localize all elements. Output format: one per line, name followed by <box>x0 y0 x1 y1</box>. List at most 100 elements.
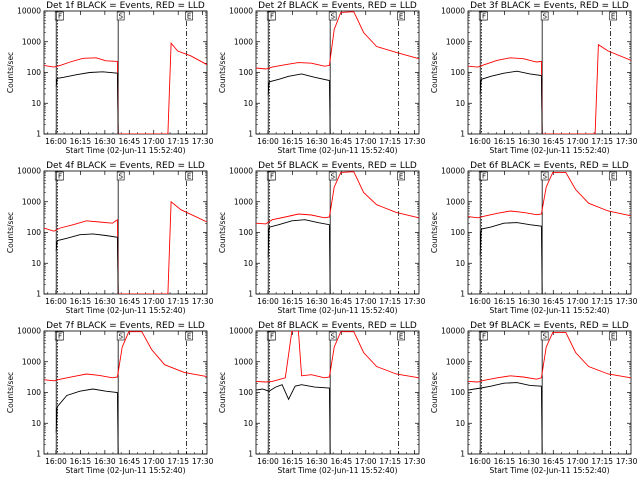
y-tick-label: 10000 <box>17 167 41 176</box>
y-tick-label: 10 <box>243 259 253 268</box>
events-series-line <box>267 73 331 134</box>
marker-flag-label: F <box>482 173 486 181</box>
marker-flag-label: E <box>187 333 191 341</box>
x-tick-label: 17:15 <box>591 137 613 146</box>
panel-title: Det 8f BLACK = Events, RED = LLD <box>258 321 417 331</box>
x-axis-label: Start Time (02-Jun-11 15:52:40) <box>278 466 398 475</box>
lld-series-line <box>468 43 631 134</box>
y-tick-label: 100 <box>239 388 254 397</box>
marker-flag-label: F <box>482 13 486 21</box>
x-tick-label: 16:45 <box>330 457 352 466</box>
x-tick-label: 17:00 <box>143 297 165 306</box>
events-series-line <box>479 70 543 134</box>
marker-flag-label: S <box>118 333 123 341</box>
y-tick-label: 10 <box>455 99 465 108</box>
y-tick-label: 1 <box>460 290 465 299</box>
plot-frame <box>467 10 632 135</box>
y-tick-label: 1000 <box>234 357 253 366</box>
marker-flag-box <box>540 331 549 341</box>
marker-flag-label: E <box>611 13 615 21</box>
panel-title: Det 3f BLACK = Events, RED = LLD <box>470 1 629 11</box>
panel-det-8f: Det 8f BLACK = Events, RED = LLD 1 10 100 10… <box>218 321 426 475</box>
x-tick-label: 16:00 <box>469 457 491 466</box>
marker-flag-label: S <box>542 173 547 181</box>
marker-flag-box <box>185 11 193 21</box>
marker-flag-label: E <box>187 173 191 181</box>
y-tick-label: 100 <box>239 228 254 237</box>
y-tick-label: 100 <box>451 228 466 237</box>
panel-det-3f: Det 3f BLACK = Events, RED = LLD 1 10 100 10… <box>430 1 638 155</box>
y-tick-label: 100 <box>27 388 42 397</box>
x-tick-label: 16:45 <box>542 297 564 306</box>
y-tick-label: 10 <box>455 419 465 428</box>
events-series-line <box>468 382 543 454</box>
x-axis-label: Start Time (02-Jun-11 15:52:40) <box>66 466 186 475</box>
y-tick-label: 10000 <box>229 167 253 176</box>
y-tick-label: 1 <box>460 450 465 459</box>
marker-flag-label: S <box>118 13 123 21</box>
x-tick-label: 16:15 <box>70 137 92 146</box>
marker-flag-box <box>480 171 488 181</box>
x-tick-label: 16:15 <box>494 137 516 146</box>
marker-flag-label: F <box>270 173 274 181</box>
x-tick-label: 16:30 <box>94 297 116 306</box>
y-tick-label: 10 <box>31 259 41 268</box>
marker-flag-box <box>56 331 64 341</box>
lld-series-line <box>256 331 419 383</box>
marker-flag-label: S <box>118 173 123 181</box>
y-axis-label: Counts/sec <box>430 372 439 413</box>
panel-title: Det 2f BLACK = Events, RED = LLD <box>258 1 417 11</box>
x-tick-label: 16:45 <box>118 137 140 146</box>
x-tick-label: 17:30 <box>192 137 214 146</box>
y-tick-label: 10 <box>243 419 253 428</box>
x-axis-label: Start Time (02-Jun-11 15:52:40) <box>66 146 186 155</box>
y-tick-label: 1000 <box>446 357 465 366</box>
x-tick-label: 17:30 <box>192 457 214 466</box>
marker-flag-box <box>609 331 617 341</box>
x-tick-label: 17:30 <box>404 137 426 146</box>
x-tick-label: 16:30 <box>518 137 540 146</box>
y-tick-label: 100 <box>451 68 466 77</box>
y-tick-label: 10000 <box>17 327 41 336</box>
marker-flag-label: E <box>611 173 615 181</box>
y-tick-label: 1000 <box>22 37 41 46</box>
events-series-line <box>267 219 331 294</box>
panel-det-1f: Det 1f BLACK = Events, RED = LLD 1 10 100 10… <box>6 1 214 155</box>
x-tick-label: 17:15 <box>591 297 613 306</box>
marker-flag-label: E <box>187 13 191 21</box>
panel-title: Det 5f BLACK = Events, RED = LLD <box>258 161 417 171</box>
marker-flag-box <box>540 11 549 21</box>
marker-flag-label: S <box>330 173 335 181</box>
panel-title: Det 7f BLACK = Events, RED = LLD <box>46 321 205 331</box>
marker-flag-label: F <box>270 333 274 341</box>
plot-frame <box>255 170 420 295</box>
plot-frame <box>43 170 208 295</box>
marker-flag-box <box>328 331 337 341</box>
y-tick-label: 1 <box>36 450 41 459</box>
marker-flag-box <box>116 11 125 21</box>
y-axis-label: Counts/sec <box>430 52 439 93</box>
x-tick-label: 16:30 <box>306 457 328 466</box>
x-tick-label: 17:15 <box>379 457 401 466</box>
x-tick-label: 17:00 <box>143 137 165 146</box>
marker-flag-box <box>185 331 193 341</box>
y-tick-label: 1 <box>36 130 41 139</box>
y-axis-label: Counts/sec <box>6 372 15 413</box>
x-tick-label: 17:15 <box>379 137 401 146</box>
x-tick-label: 16:00 <box>45 137 67 146</box>
x-tick-label: 17:00 <box>355 137 377 146</box>
lld-series-line <box>44 331 207 382</box>
y-tick-label: 10 <box>243 99 253 108</box>
x-tick-label: 16:45 <box>118 457 140 466</box>
y-tick-label: 10 <box>455 259 465 268</box>
x-tick-label: 17:30 <box>616 137 638 146</box>
marker-flag-box <box>268 11 276 21</box>
marker-flag-box <box>609 11 617 21</box>
x-tick-label: 17:15 <box>379 297 401 306</box>
x-tick-label: 17:15 <box>591 457 613 466</box>
lld-series-line <box>44 200 207 294</box>
events-series-line <box>479 222 543 294</box>
plot-frame <box>255 10 420 135</box>
plot-frame <box>467 330 632 455</box>
